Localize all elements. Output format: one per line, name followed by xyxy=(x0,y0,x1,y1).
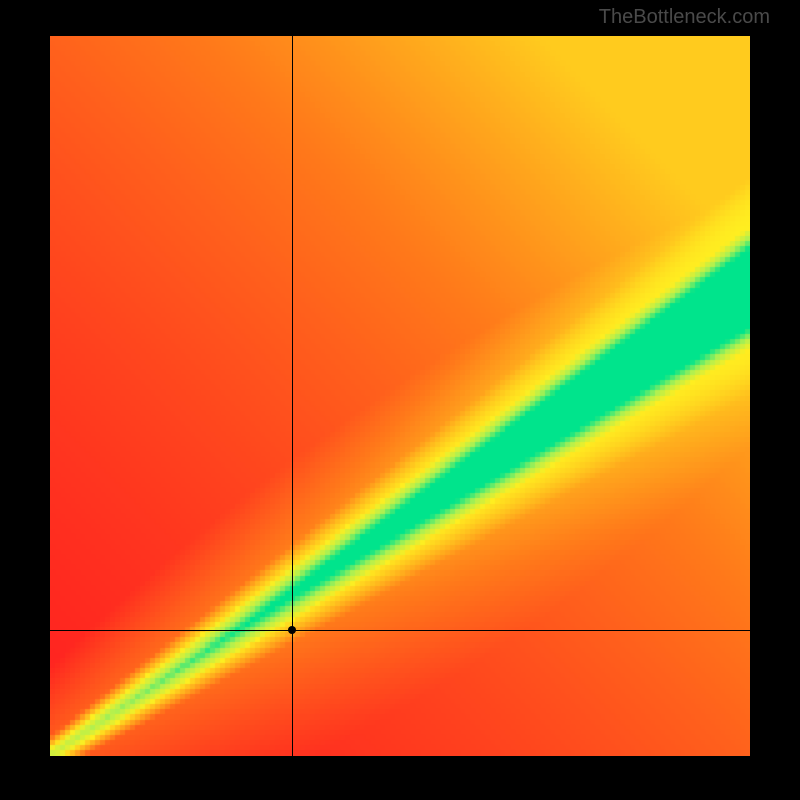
bottleneck-heatmap xyxy=(50,36,750,756)
data-point-marker xyxy=(288,626,296,634)
attribution-label: TheBottleneck.com xyxy=(599,6,770,29)
crosshair-vertical xyxy=(292,36,293,756)
crosshair-horizontal xyxy=(50,630,750,631)
plot-area xyxy=(50,36,750,756)
chart-container: TheBottleneck.com xyxy=(0,0,800,800)
